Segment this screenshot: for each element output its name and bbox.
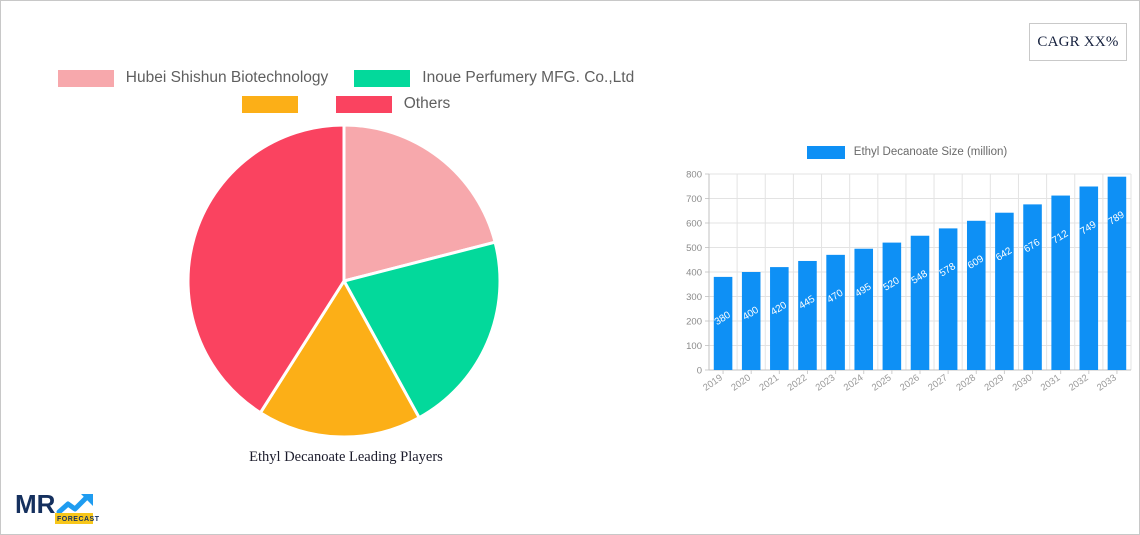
pie-legend-item-hubei-shishun-biotechnology[interactable]: Hubei Shishun Biotechnology [57, 69, 329, 87]
pie-legend-label: Others [403, 95, 451, 112]
x-axis-tick-label: 2031 [1039, 372, 1063, 393]
pie-slice[interactable] [341, 240, 502, 420]
y-axis-tick-label: 500 [686, 243, 702, 254]
x-axis-tick-label: 2020 [729, 372, 753, 393]
logo-wordmark: MR [15, 489, 56, 519]
x-axis-tick-label: 2023 [814, 372, 838, 393]
y-axis-tick-label: 200 [686, 317, 702, 328]
pie-chart [181, 125, 511, 437]
x-axis-tick-label: 2024 [842, 372, 866, 393]
bar[interactable] [713, 276, 733, 370]
bar-chart-svg: 0100200300400500600700800380201940020204… [686, 170, 1132, 394]
bar[interactable] [882, 242, 902, 370]
x-axis-tick-label: 2022 [786, 372, 810, 393]
legend-swatch-icon [806, 145, 845, 159]
arrow-head-icon [81, 494, 93, 506]
y-axis-tick-label: 800 [686, 170, 702, 181]
x-axis-tick-label: 2030 [1011, 372, 1035, 393]
pie-legend-item-inoue-perfumery[interactable]: Inoue Perfumery MFG. Co.,Ltd [354, 69, 634, 87]
pie-legend: Hubei Shishun Biotechnology Inoue Perfum… [16, 61, 676, 113]
legend-swatch-icon [241, 95, 298, 113]
bar[interactable] [910, 235, 930, 370]
mr-forecast-logo: MR FORECAST [15, 486, 99, 526]
bar[interactable] [854, 248, 874, 370]
x-axis-tick-label: 2032 [1067, 372, 1091, 393]
growth-arrow-icon [56, 494, 90, 515]
bar[interactable] [741, 272, 761, 370]
x-axis-tick-label: 2019 [701, 372, 725, 393]
legend-swatch-icon [57, 69, 114, 87]
x-axis-tick-label: 2033 [1095, 372, 1119, 393]
pie-slice[interactable] [258, 278, 422, 437]
bar[interactable] [1023, 204, 1042, 370]
bar[interactable] [1079, 186, 1099, 370]
pie-legend-label: Hubei Shishun Biotechnology [125, 69, 329, 86]
x-axis-tick-label: 2026 [898, 372, 922, 393]
y-axis-tick-label: 700 [686, 194, 702, 205]
bar[interactable] [770, 267, 789, 370]
bar[interactable] [938, 228, 958, 370]
bar[interactable] [1107, 176, 1127, 370]
y-axis-tick-label: 600 [686, 219, 702, 230]
x-axis-tick-label: 2027 [926, 372, 950, 393]
pie-legend-label: Inoue Perfumery MFG. Co.,Ltd [422, 69, 635, 86]
y-axis-tick-label: 300 [686, 292, 702, 303]
bar-legend[interactable]: Ethyl Decanoate Size (million) [677, 143, 1137, 161]
y-axis-tick-label: 400 [686, 268, 702, 279]
pie-slice[interactable] [342, 125, 497, 283]
logo-badge-label: FORECAST [57, 516, 99, 523]
bar-legend-label: Ethyl Decanoate Size (million) [853, 146, 1008, 158]
pie-chart-panel: Hubei Shishun Biotechnology Inoue Perfum… [1, 61, 691, 501]
bar[interactable] [966, 220, 986, 370]
cagr-badge: CAGR XX% [1029, 23, 1127, 61]
pie-legend-item-others[interactable]: Others [335, 95, 451, 113]
bar-chart-panel: Ethyl Decanoate Size (million) 0 100 200 30… [677, 143, 1137, 428]
bar[interactable] [826, 254, 845, 370]
x-axis-tick-label: 2021 [757, 372, 781, 393]
y-axis-tick-label: 100 [686, 341, 702, 352]
pie-legend-row-2: Others [16, 95, 676, 113]
bar[interactable] [1051, 195, 1070, 370]
x-axis-tick-label: 2028 [954, 372, 978, 393]
y-axis-tick-label: 0 [697, 366, 702, 377]
bar[interactable] [995, 212, 1014, 370]
legend-swatch-icon [335, 95, 392, 113]
legend-swatch-icon [354, 69, 411, 87]
logo-badge-background [55, 513, 93, 524]
bar[interactable] [798, 260, 817, 370]
x-axis-tick-label: 2025 [870, 372, 894, 393]
x-axis-tick-label: 2029 [982, 372, 1006, 393]
pie-chart-svg [186, 125, 502, 437]
pie-slice[interactable] [186, 125, 346, 415]
pie-legend-row-1: Hubei Shishun Biotechnology Inoue Perfum… [16, 69, 676, 87]
pie-chart-caption: Ethyl Decanoate Leading Players [249, 449, 443, 465]
cagr-badge-label: CAGR XX% [1037, 33, 1119, 50]
logo-svg: MR FORECAST [15, 489, 99, 524]
pie-legend-item-unnamed[interactable] [241, 95, 310, 113]
